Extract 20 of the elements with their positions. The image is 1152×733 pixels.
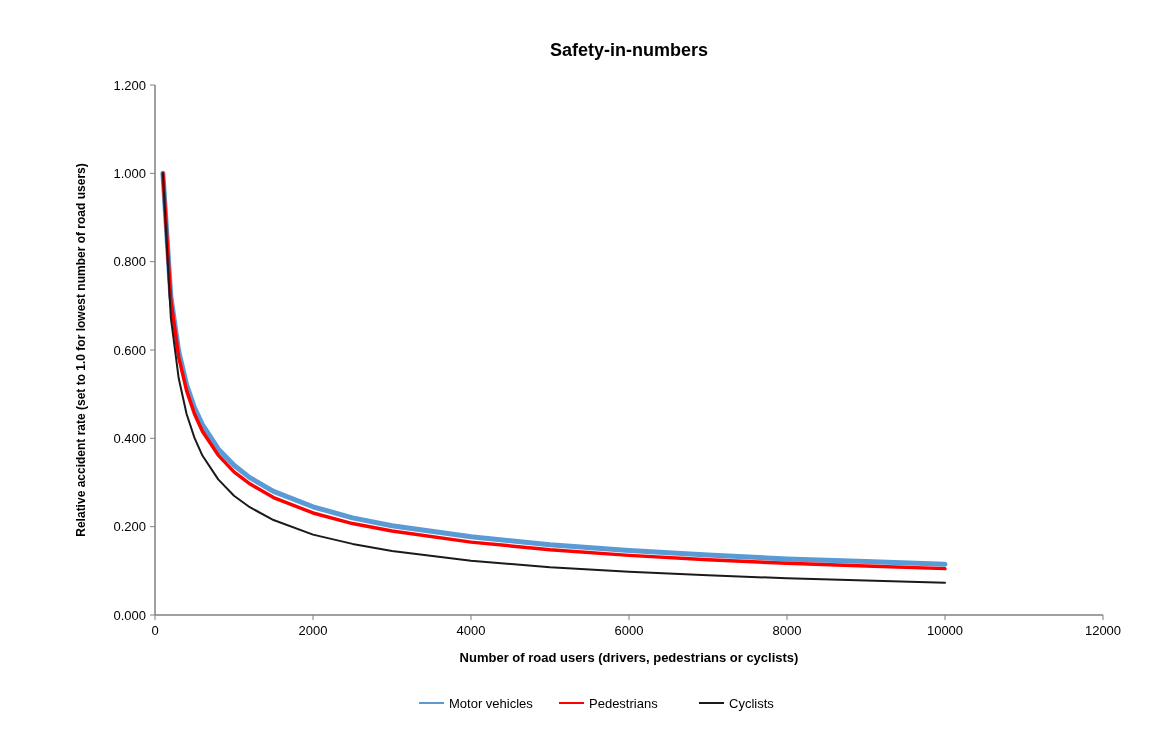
x-tick-label: 10000 [926, 623, 964, 638]
legend-label: Pedestrians [589, 695, 659, 711]
y-tick-label: 0.200 [113, 519, 146, 535]
legend-label: Motor vehicles [449, 695, 534, 711]
y-tick-label: 0.400 [113, 430, 146, 446]
y-tick-label: 0.000 [113, 607, 146, 623]
x-tick-label: 0 [151, 623, 159, 638]
chart-title: Safety-in-numbers [549, 40, 709, 60]
x-tick-label: 8000 [772, 623, 802, 638]
x-tick-label: 6000 [614, 623, 644, 638]
y-tick-label: 1.000 [113, 165, 146, 181]
x-tick-label: 2000 [298, 623, 328, 638]
y-tick-label: 0.800 [113, 254, 146, 270]
x-tick-label: 12000 [1084, 623, 1122, 638]
y-tick-label: 1.200 [113, 77, 146, 93]
x-axis-title: Number of road users (drivers, pedestrians or cyclists) [459, 650, 799, 665]
y-axis-title: Relative accident rate (set to 1.0 for lowest number of road users) [74, 163, 88, 537]
y-tick-label: 0.600 [113, 342, 146, 358]
legend-label: Cyclists [729, 695, 775, 711]
x-tick-label: 4000 [456, 623, 486, 638]
